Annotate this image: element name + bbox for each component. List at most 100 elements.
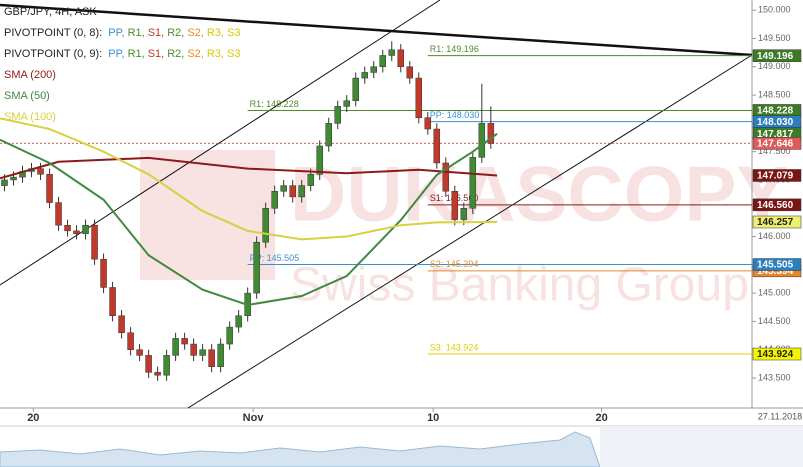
chart-title: GBP/JPY, 4H, ASK xyxy=(4,6,97,18)
price-tag-label: 145.394 xyxy=(757,266,794,277)
candle-body xyxy=(199,349,206,356)
price-tag-label: 147.079 xyxy=(757,171,794,182)
candle-body xyxy=(406,66,414,79)
price-tag xyxy=(752,137,802,150)
price-tag-label: 148.030 xyxy=(757,117,794,128)
price-tag-label: 143.924 xyxy=(757,349,794,360)
candle-body xyxy=(253,241,260,294)
legend-piece: S2, xyxy=(187,27,204,39)
candle-body xyxy=(55,202,62,226)
candle-body xyxy=(442,162,450,192)
candle-body xyxy=(208,349,215,367)
price-tag xyxy=(752,347,802,361)
candle-body xyxy=(343,100,350,107)
pivot-label: PP: 145.505 xyxy=(250,253,300,263)
candle-body xyxy=(379,55,387,68)
candle-body xyxy=(352,77,359,101)
pivot-label: S3: 143.924 xyxy=(430,342,479,352)
candle-body xyxy=(163,355,170,376)
candle-body xyxy=(118,315,125,333)
price-tag xyxy=(752,258,802,271)
price-tag-label: 146.257 xyxy=(757,217,794,228)
candle-body xyxy=(460,207,468,220)
candle-body xyxy=(370,66,377,73)
legend-piece: PP, xyxy=(108,27,124,39)
price-tag-label: 145.505 xyxy=(757,260,794,271)
candle-body xyxy=(280,185,287,192)
y-tick-label: 149.000 xyxy=(758,61,791,71)
candle-body xyxy=(271,191,278,209)
price-tag xyxy=(752,169,802,182)
pivot-label: R1: 148.228 xyxy=(250,99,299,109)
candle-body xyxy=(217,343,224,367)
candle-body xyxy=(127,332,134,350)
candle-body xyxy=(64,224,71,232)
price-tag-label: 149.196 xyxy=(757,51,794,62)
sma-line xyxy=(0,156,498,180)
candle-body xyxy=(433,128,441,164)
candle-body xyxy=(307,174,314,186)
legend-entry: SMA (200) xyxy=(4,69,56,81)
legend-pivot: PIVOTPOINT (0, 8): PP, R1, S1, R2, S2, R3, S3 xyxy=(4,27,240,39)
legend-entry: SMA (50) xyxy=(4,90,50,102)
legend-piece: R3, xyxy=(207,27,224,39)
legend-piece: R3, xyxy=(207,48,224,60)
candle-body xyxy=(451,191,459,220)
x-tick-label: 10 xyxy=(427,412,439,424)
candle-body xyxy=(145,355,152,373)
candle-body xyxy=(289,185,296,198)
candle-body xyxy=(100,258,107,288)
legend-entry: SMA (100) xyxy=(4,111,56,123)
y-tick-label: 148.500 xyxy=(758,89,791,99)
price-tag-label: 147.817 xyxy=(757,129,794,140)
legend-piece: S3 xyxy=(227,48,240,60)
y-tick-label: 147.500 xyxy=(758,146,791,156)
candle-body xyxy=(424,117,432,130)
legend-piece: R2, xyxy=(167,48,184,60)
candle-body xyxy=(82,224,89,234)
legend-piece: R1, xyxy=(128,27,145,39)
channel-lower xyxy=(187,54,753,409)
legend-piece: R1, xyxy=(128,48,145,60)
candle-body xyxy=(91,224,98,260)
y-tick-label: 145.000 xyxy=(758,288,791,298)
candle-body xyxy=(415,77,423,118)
price-tag xyxy=(752,49,802,62)
candle-body xyxy=(334,106,341,124)
watermark-subtitle: Swiss Banking Group xyxy=(290,259,749,312)
price-tag xyxy=(752,198,802,212)
candle-body xyxy=(397,49,405,68)
x-tick-label: Nov xyxy=(243,412,265,424)
sma-line xyxy=(0,132,498,307)
candle-body xyxy=(37,168,44,175)
legend-piece: S2, xyxy=(187,48,204,60)
price-tag-label: 148.228 xyxy=(757,106,794,117)
navigator-area xyxy=(0,431,601,467)
x-tick-label: 20 xyxy=(595,412,607,424)
y-tick-label: 149.500 xyxy=(758,33,791,43)
candle-body xyxy=(478,123,486,158)
candle-body xyxy=(262,207,269,243)
y-tick-label: 150.000 xyxy=(758,5,791,15)
pivot-label: S2: 145.394 xyxy=(430,259,479,269)
candle-body xyxy=(1,179,8,186)
x-tick-label: 20 xyxy=(27,412,39,424)
price-tag xyxy=(752,215,802,229)
y-tick-label: 143.500 xyxy=(758,372,791,382)
candle-body xyxy=(487,123,495,144)
watermark: DUKASCOPY Swiss Banking Group xyxy=(140,150,788,312)
candle-body xyxy=(190,343,197,356)
candle-body xyxy=(469,157,477,209)
pivot-label: PP: 148.030 xyxy=(430,110,480,120)
candle-body xyxy=(172,338,179,356)
candle-body xyxy=(388,49,396,56)
candle-body xyxy=(226,326,233,345)
candle-body xyxy=(136,349,143,356)
price-tag-label: 146.560 xyxy=(757,200,794,211)
candle-body xyxy=(46,174,53,203)
candle-body xyxy=(298,185,305,198)
candle-body xyxy=(361,72,368,79)
